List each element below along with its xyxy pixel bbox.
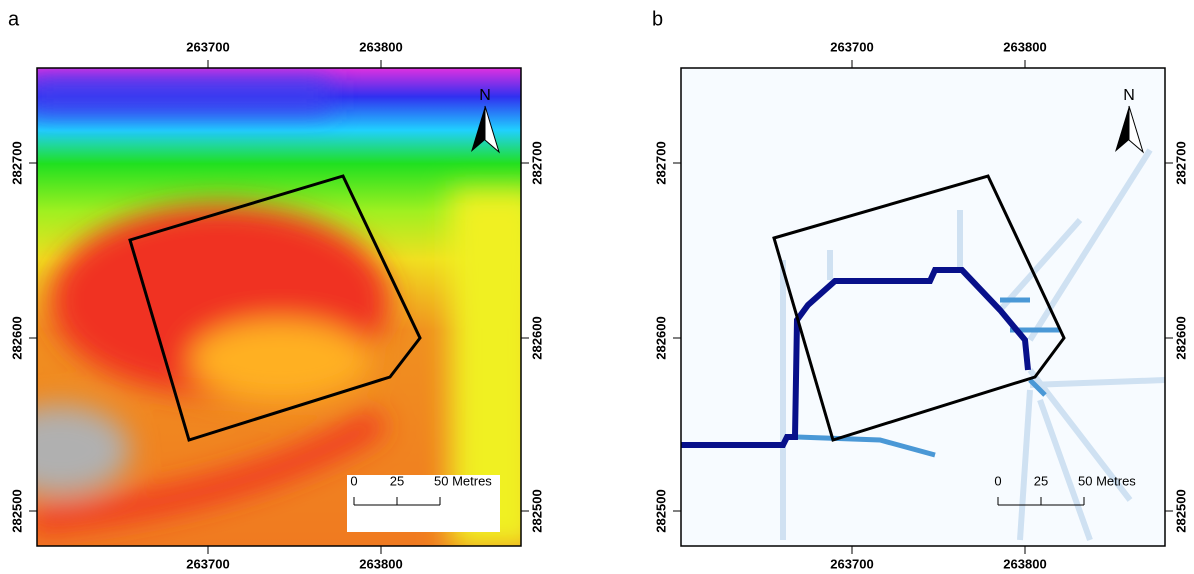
y-tick-label: 282500 <box>9 489 24 532</box>
north-label: N <box>1123 87 1135 104</box>
x-tick-label: 263700 <box>830 39 873 54</box>
scale-label: 50 Metres <box>1078 473 1136 488</box>
map-frame <box>680 67 1166 547</box>
panel-label: a <box>8 8 20 30</box>
y-tick-label: 282600 <box>529 316 544 359</box>
y-tick-label: 282500 <box>1173 489 1188 532</box>
north-arrow <box>484 105 500 154</box>
north-arrow <box>471 106 485 152</box>
y-tick-label: 282700 <box>529 141 544 184</box>
raster-b <box>681 68 1165 546</box>
y-tick-label: 282600 <box>653 316 668 359</box>
y-tick-label: 282700 <box>9 141 24 184</box>
y-tick-label: 282500 <box>529 489 544 532</box>
scale-label: 25 <box>1034 473 1048 488</box>
north-arrow <box>1128 105 1144 154</box>
y-tick-label: 282500 <box>653 489 668 532</box>
x-tick-label: 263800 <box>1003 556 1046 571</box>
y-tick-label: 282700 <box>653 141 668 184</box>
north-arrow <box>1115 106 1129 152</box>
y-tick-label: 282600 <box>1173 316 1188 359</box>
scale-bar-box <box>347 475 500 532</box>
panel-label: b <box>652 8 663 30</box>
x-tick-label: 263800 <box>359 39 402 54</box>
north-label: N <box>479 87 491 104</box>
scale-label: 50 Metres <box>434 473 492 488</box>
x-tick-label: 263700 <box>186 556 229 571</box>
map-frame <box>36 67 522 547</box>
scale-label: 0 <box>350 473 357 488</box>
raster-a <box>37 68 521 546</box>
x-tick-label: 263700 <box>186 39 229 54</box>
x-tick-label: 263800 <box>1003 39 1046 54</box>
site-boundary <box>128 174 422 442</box>
scale-label: 25 <box>390 473 404 488</box>
site-boundary <box>772 174 1066 442</box>
y-tick-label: 282600 <box>9 316 24 359</box>
x-tick-label: 263800 <box>359 556 402 571</box>
x-tick-label: 263700 <box>830 556 873 571</box>
y-tick-label: 282700 <box>1173 141 1188 184</box>
scale-label: 0 <box>994 473 1001 488</box>
